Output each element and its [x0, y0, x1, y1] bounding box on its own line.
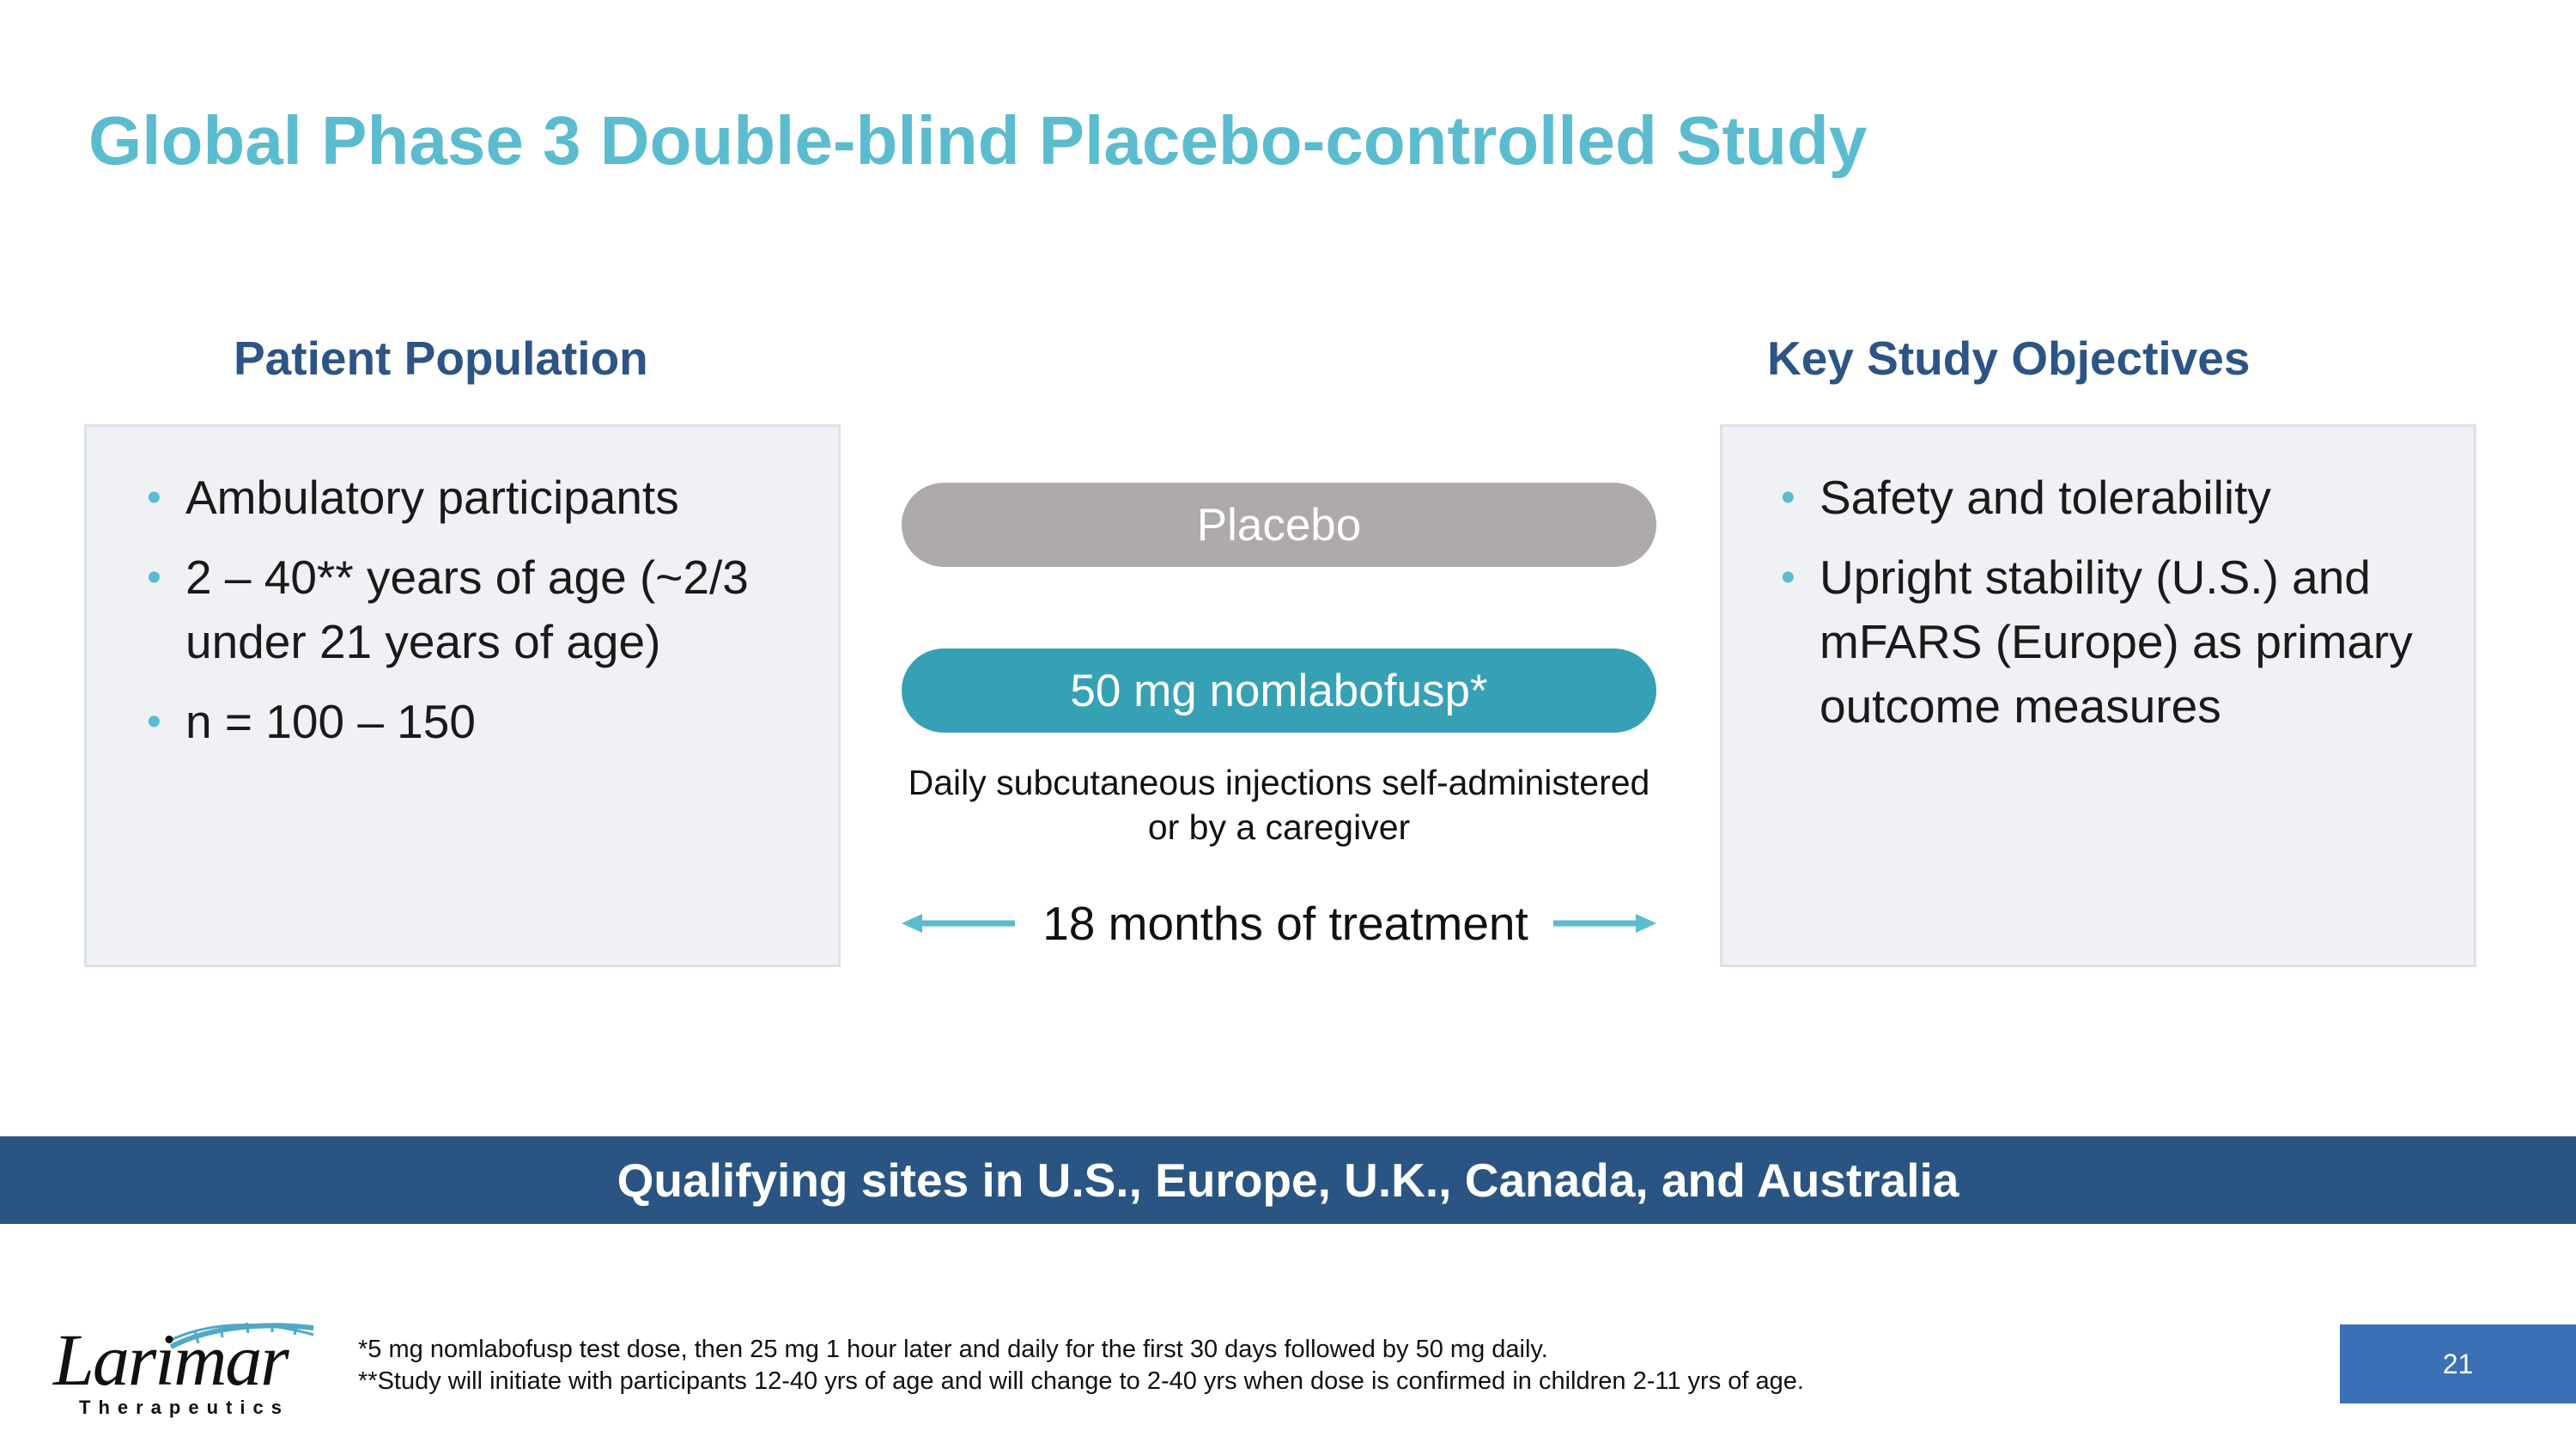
logo-helix-icon	[169, 1322, 314, 1349]
list-item: n = 100 – 150	[147, 690, 782, 754]
placebo-arm-pill: Placebo	[902, 483, 1656, 567]
page-number: 21	[2340, 1324, 2576, 1403]
sites-banner: Qualifying sites in U.S., Europe, U.K., …	[0, 1136, 2576, 1224]
list-item: 2 – 40** years of age (~2/3 under 21 yea…	[147, 545, 782, 674]
right-arrow-icon	[1552, 914, 1656, 933]
key-objectives-heading: Key Study Objectives	[1767, 332, 2251, 385]
footnote-1: *5 mg nomlabofusp test dose, then 25 mg …	[358, 1336, 1548, 1363]
logo-subtitle: Therapeutics	[79, 1397, 289, 1418]
key-objectives-list: Safety and tolerability Upright stabilit…	[1781, 466, 2459, 754]
larimar-logo: Larimar Therapeutics	[53, 1318, 314, 1418]
footnote-2: **Study will initiate with participants …	[358, 1367, 1804, 1395]
list-item: Upright stability (U.S.) and mFARS (Euro…	[1781, 545, 2459, 739]
patient-population-list: Ambulatory participants 2 – 40** years o…	[147, 466, 782, 770]
list-item: Safety and tolerability	[1781, 466, 2459, 530]
list-item: Ambulatory participants	[147, 466, 782, 530]
key-objectives-panel: Safety and tolerability Upright stabilit…	[1720, 424, 2476, 967]
slide-title: Global Phase 3 Double-blind Placebo-cont…	[88, 102, 1868, 179]
dosing-caption: Daily subcutaneous injections self-admin…	[908, 763, 1650, 847]
drug-arm-pill: 50 mg nomlabofusp*	[902, 648, 1656, 733]
duration-label: 18 months of treatment	[1042, 897, 1528, 950]
patient-population-panel: Ambulatory participants 2 – 40** years o…	[84, 424, 841, 967]
logo-wordmark: Larimar	[53, 1318, 289, 1401]
treatment-duration: 18 months of treatment	[902, 893, 1656, 953]
left-arrow-icon	[902, 914, 1015, 933]
footnotes: *5 mg nomlabofusp test dose, then 25 mg …	[358, 1334, 1804, 1397]
patient-population-heading: Patient Population	[234, 332, 648, 385]
